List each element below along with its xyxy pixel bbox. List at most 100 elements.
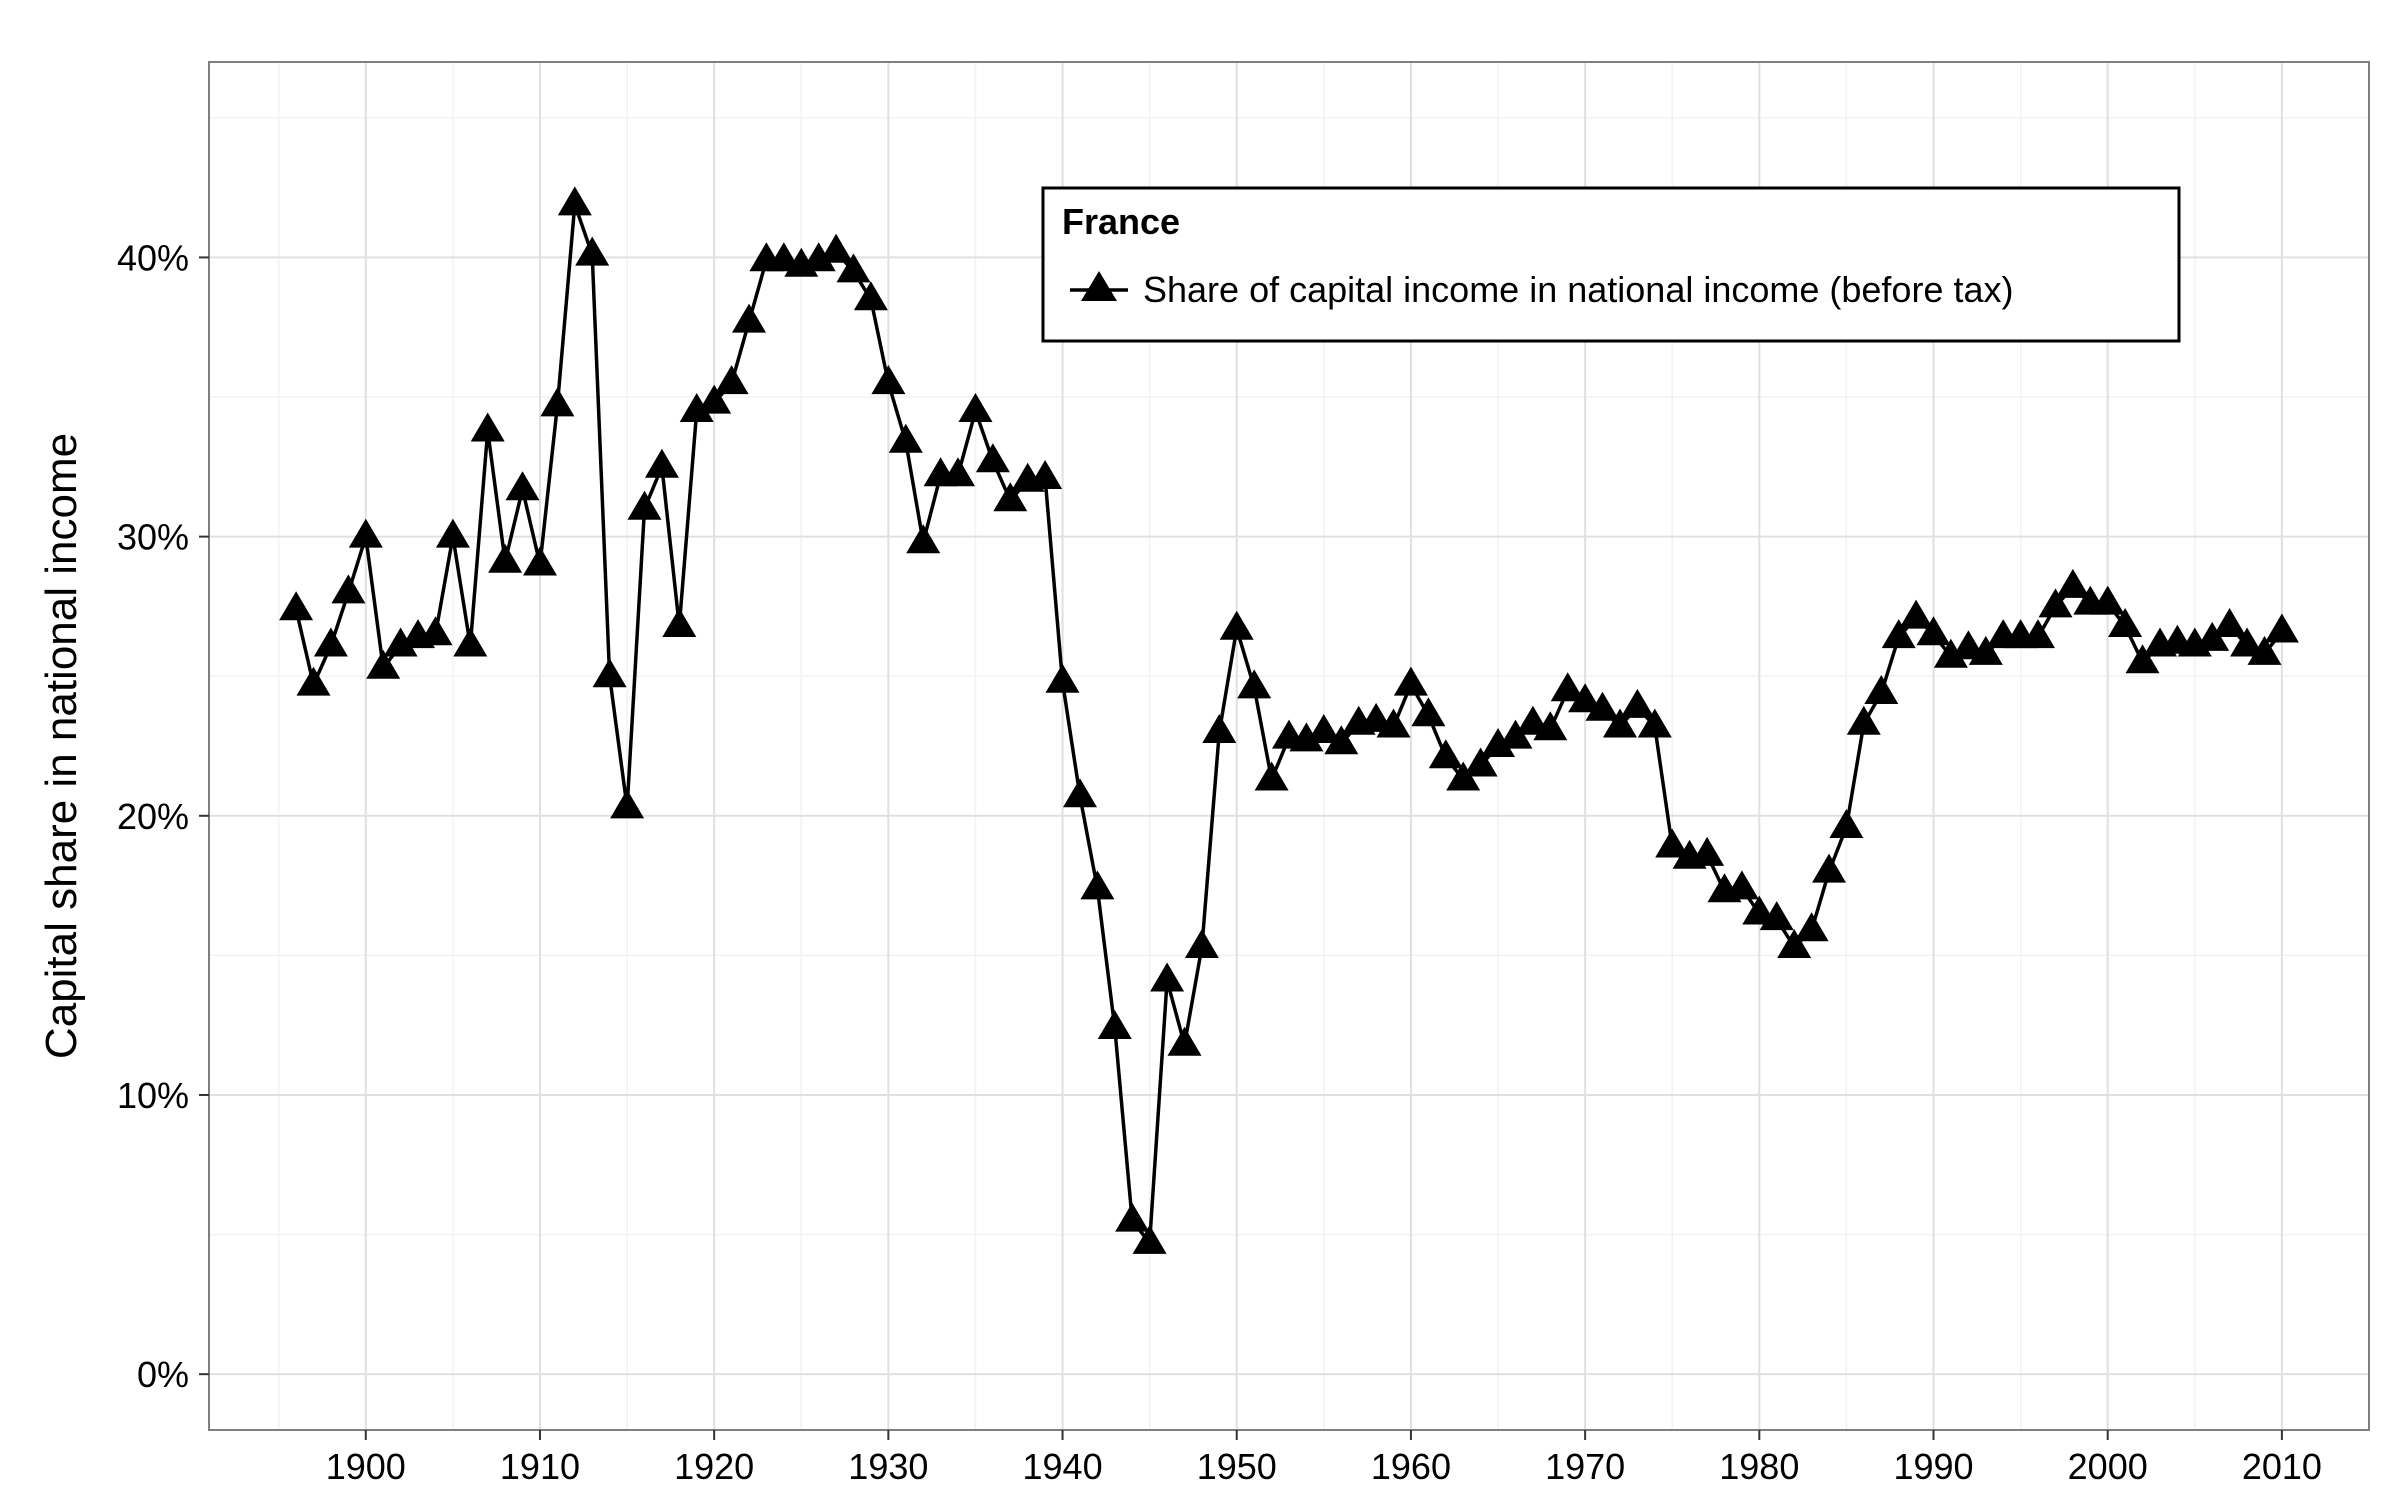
data-point-triangle [1306,714,1341,743]
data-point-triangle [2038,588,2073,618]
x-tick-label: 1970 [1545,1446,1625,1487]
data-point-triangle [1585,691,1620,721]
data-point-triangle [1463,747,1498,777]
data-point-triangle [993,482,1028,512]
data-point-triangle [2108,608,2143,637]
x-tick-label: 1930 [848,1446,928,1487]
data-point-triangle [296,666,331,696]
data-point-triangle [1324,725,1359,755]
x-tick-label: 2000 [2068,1446,2148,1487]
data-point-triangle [1237,669,1272,699]
data-point-triangle [1080,870,1115,900]
y-tick-label: 0% [137,1354,189,1395]
data-point-triangle [610,789,645,819]
data-point-triangle [906,524,941,554]
data-point-triangle [1132,1224,1167,1254]
x-tick-label: 1900 [326,1446,406,1487]
data-point-triangle [470,412,505,442]
data-point-triangle [1603,708,1637,738]
data-point-triangle [383,627,418,657]
data-point-triangle [836,253,871,283]
data-point-triangle [1446,761,1481,791]
data-point-triangle [714,365,749,395]
data-point-triangle [1167,1026,1202,1056]
data-point-triangle [1097,1010,1132,1039]
data-point-triangle [1498,719,1533,749]
y-tick-label: 40% [117,237,189,278]
data-point-triangle [557,186,592,216]
data-point-triangle [1777,929,1812,958]
data-point-triangle [888,423,923,453]
data-point-triangle [2125,644,2160,674]
data-point-triangle [1724,870,1759,900]
x-tick-label: 1980 [1719,1446,1799,1487]
data-point-triangle [871,365,906,395]
legend: France Share of capital income in nation… [1041,186,2181,343]
data-point-triangle [1533,711,1568,741]
data-point-triangle [958,393,993,422]
data-point-triangle [2230,627,2265,657]
data-point-triangle [679,393,714,422]
plot-border [208,61,2370,1431]
data-point-triangle [1428,739,1463,769]
data-point-triangle [1933,638,1968,668]
y-tick-label: 30% [117,517,189,558]
data-point-triangle [1254,761,1289,791]
data-point-triangle [1759,901,1794,931]
data-point-triangle [2247,635,2282,665]
data-point-triangle [2195,621,2230,651]
legend-key-triangle-marker [1081,271,1117,301]
data-point-triangle [662,608,697,637]
data-point-triangle [418,616,453,646]
data-point-triangle [732,303,766,333]
data-point-triangle [592,658,627,688]
data-point-triangle [627,490,662,520]
data-point-triangle [975,443,1010,473]
data-point-triangle [488,543,523,573]
data-point-triangle [1045,663,1080,693]
data-point-triangle [1202,714,1237,743]
data-point-triangle [1115,1202,1150,1232]
data-point-triangle [1864,675,1899,704]
x-tick-label: 1950 [1197,1446,1277,1487]
data-point-triangle [1690,836,1725,866]
data-point-triangle [1881,619,1916,649]
x-tick-label: 1920 [674,1446,754,1487]
data-point-triangle [1812,853,1846,883]
data-point-triangle [644,448,679,478]
series-layer [279,186,2299,1254]
x-tick-label: 1910 [500,1446,580,1487]
data-point-triangle [540,387,575,417]
data-point-triangle [1899,599,1934,629]
data-point-triangle [819,233,854,263]
data-point-triangle [1411,697,1446,727]
data-point-triangle [941,457,975,487]
legend-box [1041,186,2181,343]
data-point-triangle [1916,616,1951,646]
data-point-triangle [1846,705,1881,735]
data-point-triangle [1568,683,1603,713]
data-point-triangle [1393,666,1428,696]
data-point-triangle [453,627,488,657]
data-point-triangle [523,546,557,576]
legend-title: France [1062,201,1180,242]
axes: 1900 1910 1920 1930 1940 1950 1960 1970 1980 1990… [117,237,2322,1487]
data-point-triangle [1376,708,1411,738]
data-point-triangle [1829,809,1864,838]
data-point-triangle [1028,460,1063,489]
data-point-triangle [1794,912,1829,942]
x-tick-label: 1940 [1023,1446,1103,1487]
data-point-triangle [505,471,540,501]
data-point-triangle [2021,619,2055,649]
data-point-triangle [2264,613,2299,643]
data-point-triangle [1150,962,1185,992]
x-tick-label: 2010 [2242,1446,2322,1487]
x-tick-label: 1990 [1893,1446,1973,1487]
data-point-triangle [1968,635,2003,665]
data-point-triangle [1063,778,1097,808]
data-point-triangle [1620,688,1655,718]
data-point-triangle [2212,608,2247,637]
data-point-triangle [2055,568,2090,598]
